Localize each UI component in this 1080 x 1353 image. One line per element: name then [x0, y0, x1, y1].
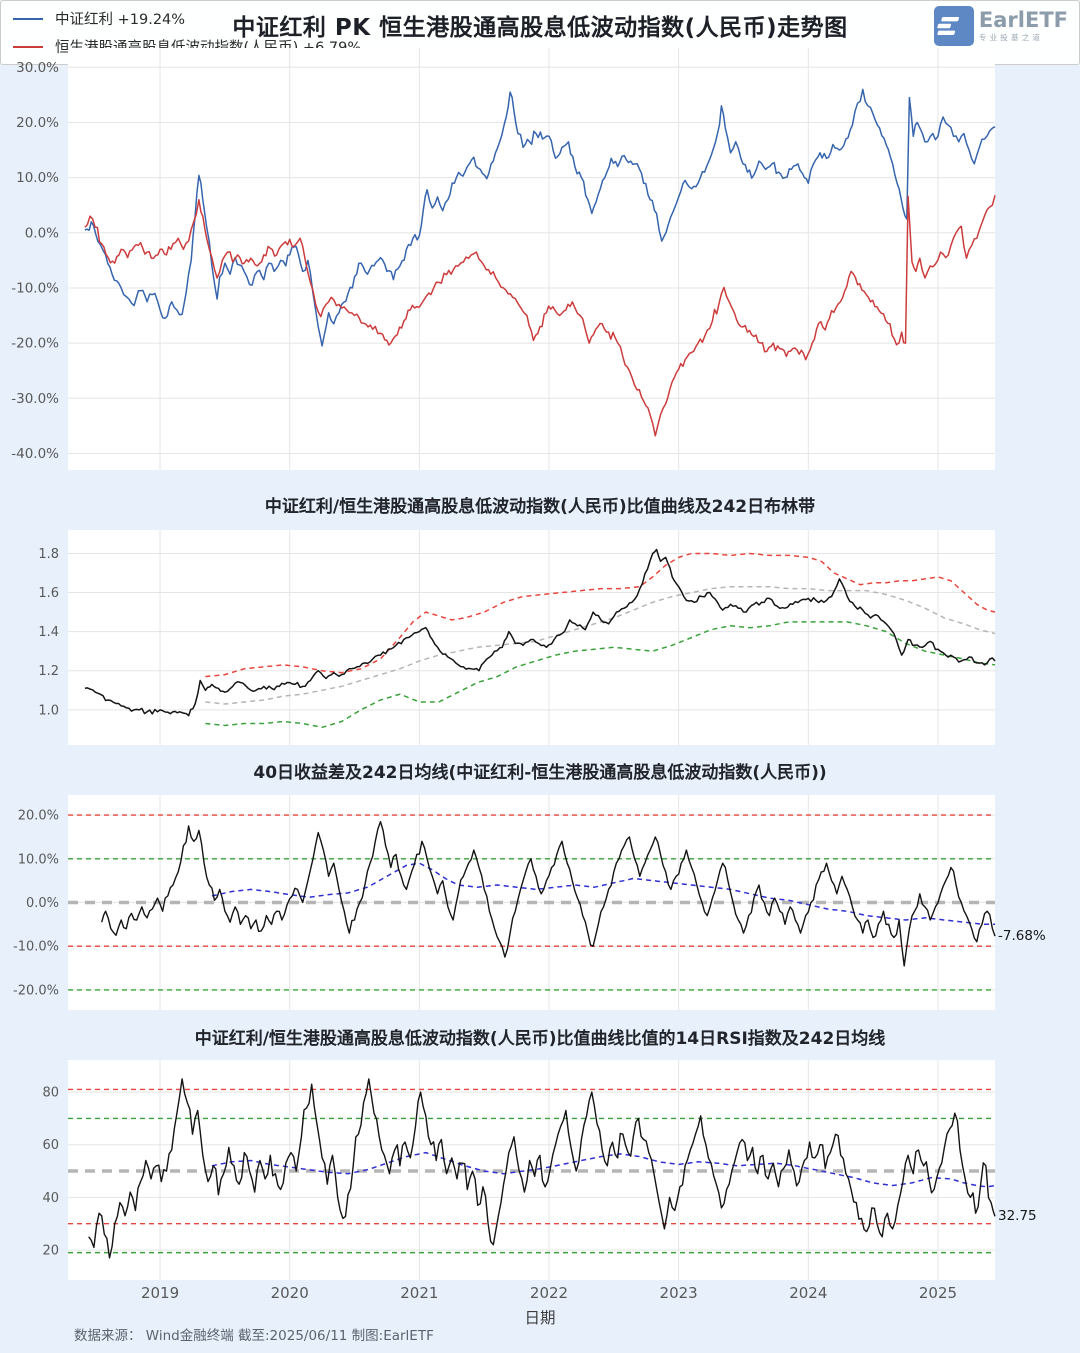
csi-dividend-line-swatch — [13, 17, 43, 20]
x-tick-2025: 2025 — [918, 1284, 958, 1302]
hs-index-line-swatch — [13, 45, 43, 48]
ratio-line-line — [84, 548, 996, 717]
data-source-note: 数据来源： Wind金融终端 截至:2025/06/11 制图:EarlETF — [74, 1328, 434, 1344]
x-tick-2021: 2021 — [400, 1284, 439, 1302]
spread-ma242-line — [211, 862, 995, 926]
return-spread-line — [101, 821, 996, 967]
performance-y-tick-label: 30.0% — [16, 60, 59, 76]
x-axis-label: 日期 — [524, 1309, 556, 1327]
spread-y-tick-label: -20.0% — [13, 983, 59, 998]
hs-hk-highdiv-lowvol-line — [84, 195, 996, 437]
logo-tagline-text: 专业投基之道 — [978, 33, 1044, 43]
x-axis-ticks: 2019 2020 2021 2022 2023 2024 2025 — [0, 1284, 1080, 1304]
rsi-y-tick-label: 40 — [42, 1191, 59, 1206]
x-tick-2022: 2022 — [529, 1284, 569, 1302]
ratio-y-tick-label: 1.4 — [38, 625, 59, 640]
rsi-y-tick-label: 80 — [42, 1086, 59, 1101]
earletf-logo: EarlETF 专业投基之道 — [933, 6, 1068, 46]
performance-y-tick-label: 10.0% — [16, 170, 59, 186]
ratio-bollinger-chart: 1.8 1.6 1.4 1.2 1.0 — [38, 530, 996, 745]
spread-y-tick-label: -10.0% — [13, 940, 59, 955]
performance-y-tick-label: -10.0% — [11, 280, 59, 296]
spread-y-tick-label: 0.0% — [26, 896, 59, 911]
performance-y-tick-label: -40.0% — [11, 446, 59, 462]
rsi-chart-title: 中证红利/恒生港股通高股息低波动指数(人民币)比值曲线比值的14日RSI指数及2… — [194, 1029, 886, 1049]
ratio-y-tick-label: 1.2 — [38, 664, 59, 679]
spread-y-tick-label: 20.0% — [18, 809, 59, 824]
x-tick-2019: 2019 — [140, 1284, 180, 1302]
rsi-line-line — [88, 1078, 996, 1259]
ratio-y-tick-label: 1.0 — [38, 703, 59, 718]
page-title: 中证红利 PK 恒生港股通高股息低波动指数(人民币)走势图 — [232, 15, 848, 41]
performance-plot-area — [68, 48, 995, 470]
ratio-chart-title: 中证红利/恒生港股通高股息低波动指数(人民币)比值曲线及242日布林带 — [264, 497, 816, 517]
performance-y-tick-label: -20.0% — [11, 336, 59, 352]
rsi-y-tick-label: 60 — [42, 1138, 59, 1153]
performance-y-tick-label: 0.0% — [25, 225, 59, 241]
ratio-y-tick-label: 1.6 — [38, 586, 59, 601]
logo-brand-text: EarlETF — [978, 8, 1068, 33]
x-tick-2024: 2024 — [789, 1284, 828, 1302]
legend-item-csi-dividend: 中证红利 +19.24% — [13, 8, 1063, 29]
rsi-ma242-line — [211, 1151, 996, 1188]
lightning-e-icon — [933, 6, 974, 46]
x-tick-2023: 2023 — [659, 1284, 698, 1302]
spread-final-value: -7.68% — [998, 928, 1046, 945]
rsi-final-value: 32.75 — [998, 1208, 1037, 1225]
csi-dividend-line — [84, 88, 996, 347]
return-spread-chart: 20.0% 10.0% 0.0% -10.0% -20.0% — [13, 795, 996, 1010]
rsi-y-tick-label: 20 — [42, 1244, 59, 1259]
performance-y-tick-label: -30.0% — [11, 391, 59, 407]
ratio-y-tick-label: 1.8 — [38, 547, 59, 562]
csi-dividend-legend-label: 中证红利 +19.24% — [55, 12, 186, 28]
spread-chart-title: 40日收益差及242日均线(中证红利-恒生港股通高股息低波动指数(人民币)) — [253, 763, 827, 783]
x-tick-2020: 2020 — [270, 1284, 309, 1302]
ratio-plot-area — [68, 530, 995, 745]
rsi-chart: 80 60 40 20 — [42, 1060, 996, 1280]
performance-y-tick-label: 20.0% — [16, 115, 59, 131]
boll-upper-line — [205, 552, 996, 678]
performance-chart: 30.0% 20.0% 10.0% 0.0% -10.0% -20.0% -30.0% -40… — [11, 48, 996, 470]
spread-y-tick-label: 10.0% — [18, 852, 59, 867]
